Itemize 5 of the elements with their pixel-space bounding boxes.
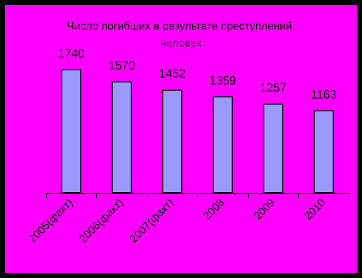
data-label: 1452 xyxy=(158,66,186,81)
data-label: 1570 xyxy=(108,58,136,72)
data-label: 1163 xyxy=(310,87,337,102)
data-label: 1257 xyxy=(260,80,287,95)
data-label: 1359 xyxy=(209,73,236,88)
